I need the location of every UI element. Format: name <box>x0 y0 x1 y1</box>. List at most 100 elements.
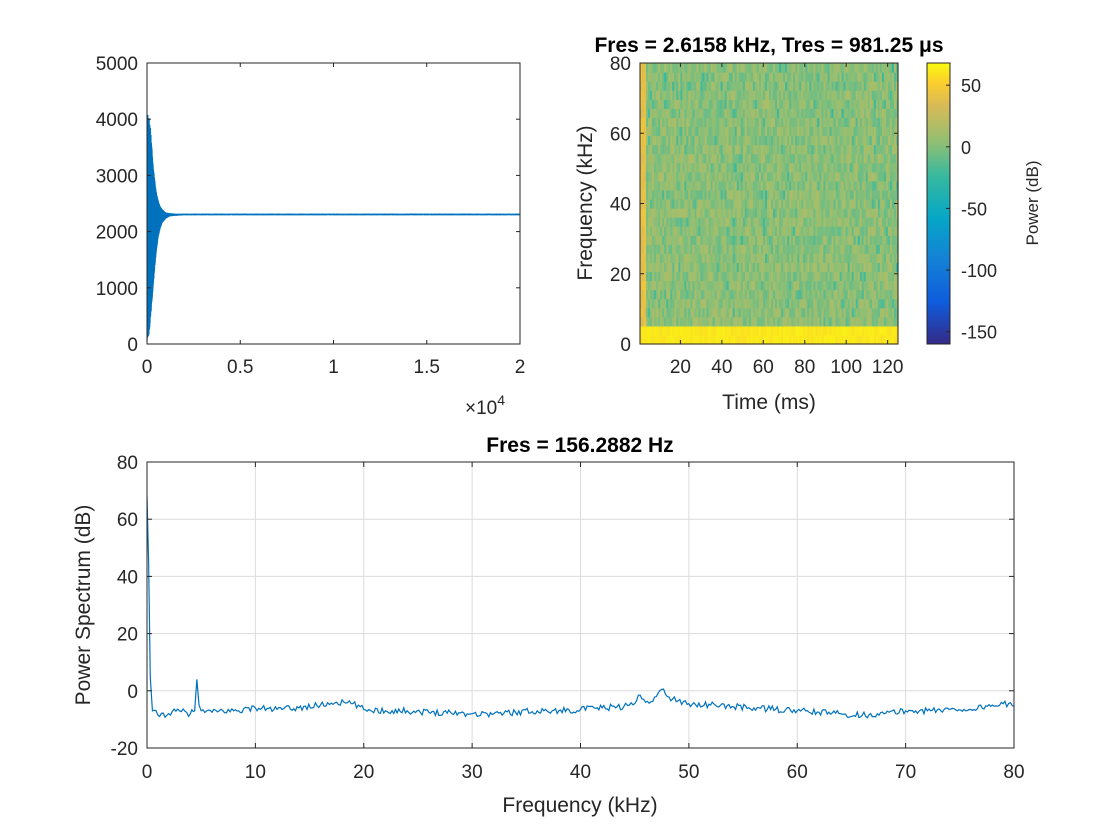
spectrogram-cell <box>756 72 760 82</box>
spectrogram-cell <box>664 72 667 82</box>
spectrogram-cell <box>720 244 724 254</box>
spectrogram-cell <box>769 99 772 109</box>
spectrogram-cell <box>895 153 899 164</box>
spectrogram-cell <box>861 144 865 155</box>
spectrogram-cell <box>817 262 820 273</box>
spectrogram-cell <box>682 262 685 273</box>
spectrogram-cell <box>736 334 740 345</box>
spectrogram-cell <box>644 298 647 309</box>
spectrogram-cell <box>801 253 804 264</box>
spectrogram-cell <box>775 72 778 82</box>
spectrogram-cell <box>652 208 655 218</box>
spectrogram-cell <box>746 126 750 137</box>
spectrogram-cell <box>863 325 867 336</box>
spectrogram-cell <box>640 208 643 218</box>
spectrogram-cell <box>724 226 728 236</box>
spectrogram-cell <box>686 81 689 91</box>
spectrogram-cell <box>831 126 835 137</box>
spectrogram-cell <box>889 90 893 100</box>
spectrogram-cell <box>807 289 810 300</box>
spectrogram-cell <box>764 99 768 109</box>
spectrogram-cell <box>801 108 804 118</box>
spectrogram-cell <box>720 63 724 73</box>
spectrogram-cell <box>793 208 796 218</box>
spectrogram-cell <box>674 208 677 218</box>
spectrogram-cell <box>773 72 776 82</box>
spectrogram-cell <box>722 244 726 254</box>
spectrogram-cell <box>881 126 885 137</box>
spectrogram-cell <box>873 144 877 155</box>
spectrogram-cell <box>797 289 800 300</box>
spectrogram-cell <box>829 307 833 318</box>
spectrogram-cell <box>823 271 827 282</box>
spectrogram-cell <box>672 307 675 318</box>
spectrogram-cell <box>839 226 843 236</box>
spectrogram-cell <box>819 280 823 291</box>
spectrogram-cell <box>672 90 675 100</box>
spectrogram-cell <box>835 226 839 236</box>
spectrogram-cell <box>833 325 837 336</box>
spectrogram-cell <box>843 162 847 173</box>
spectrogram-cell <box>801 316 804 327</box>
spectrogram-cell <box>797 198 800 209</box>
spectrogram-cell <box>863 126 867 137</box>
spectrogram-cell <box>704 289 708 300</box>
spectrogram-cell <box>837 81 841 91</box>
spectrogram-cell <box>666 189 669 200</box>
spectrogram-cell <box>708 325 712 336</box>
spectrogram-cell <box>686 153 689 164</box>
spectrogram-cell <box>650 280 653 291</box>
spectrogram-cell <box>813 135 816 146</box>
spectrogram-cell <box>710 316 714 327</box>
spectrogram-cell <box>769 144 772 155</box>
spectrogram-cell <box>857 280 861 291</box>
spectrogram-cell <box>885 90 889 100</box>
spectrogram-cell <box>734 289 738 300</box>
spectrogram-cell <box>813 72 816 82</box>
spectrogram-cell <box>716 298 720 309</box>
spectrogram-cell <box>783 117 786 128</box>
spectrogram-cell <box>843 262 847 273</box>
spectrogram-cell <box>825 217 829 227</box>
spectrogram-cell <box>690 298 694 309</box>
spectrogram-cell <box>847 325 851 336</box>
spectrogram-cell <box>664 153 667 164</box>
spectrogram-cell <box>682 307 685 318</box>
spectrogram-cell <box>734 334 738 345</box>
spectrogram-cell <box>795 180 798 191</box>
spectrogram-cell <box>829 334 833 345</box>
spectrogram-cell <box>891 144 895 155</box>
spectrogram-cell <box>714 217 718 227</box>
spectrogram-cell <box>712 262 716 273</box>
spectrogram-cell <box>728 117 732 128</box>
spectrogram-cell <box>716 117 720 128</box>
spectrogram-cell <box>664 316 667 327</box>
spectrogram-cell <box>789 217 792 227</box>
spectrogram-cell <box>801 262 804 273</box>
spectrogram-cell <box>843 189 847 200</box>
spectrogram-cell <box>748 226 752 236</box>
spectrogram-cell <box>766 316 770 327</box>
spectrogram-cell <box>881 72 885 82</box>
spectrogram-cell <box>672 226 675 236</box>
spectrogram-cell <box>758 217 762 227</box>
spectrogram-cell <box>807 90 810 100</box>
spectrogram-cell <box>712 117 716 128</box>
spectrogram-cell <box>855 126 859 137</box>
spectrogram-cell <box>785 253 788 264</box>
spectrogram-cell <box>815 208 818 218</box>
spectrogram-cell <box>803 226 806 236</box>
spectrogram-cell <box>801 171 804 182</box>
spectrogram-cell <box>863 99 867 109</box>
spectrogram-cell <box>754 144 758 155</box>
spectrogram-cell <box>646 307 649 318</box>
spectrogram-cell <box>706 307 710 318</box>
spectrogram-cell <box>690 180 694 191</box>
spectrogram-cell <box>764 253 768 264</box>
spectrogram-x-tick-label: 60 <box>753 357 774 378</box>
spectrogram-cell <box>684 217 687 227</box>
spectrogram-cell <box>670 316 673 327</box>
spectrogram-cell <box>738 144 742 155</box>
spectrogram-cell <box>803 289 806 300</box>
spectrogram-cell <box>855 316 859 327</box>
